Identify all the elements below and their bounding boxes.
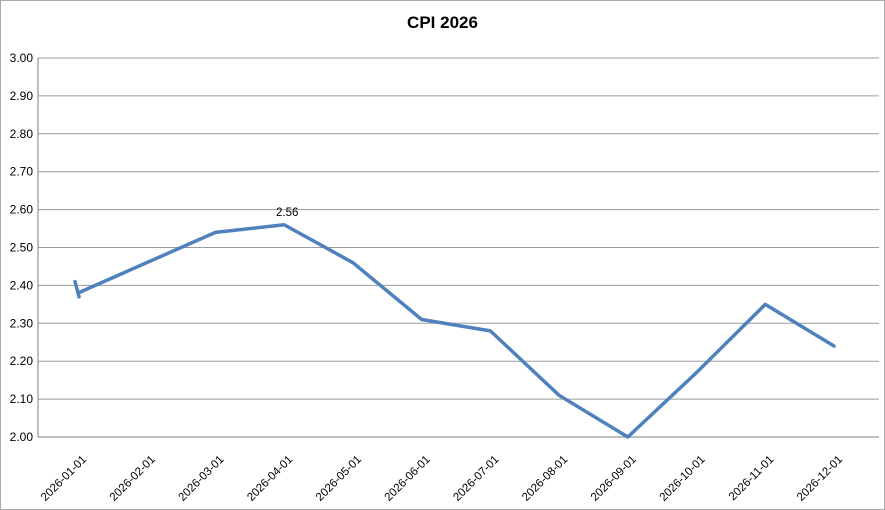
y-axis-tick-label: 2.60 [10,203,34,217]
x-axis-tick-label: 2026-09-01 [589,454,639,504]
y-axis-tick-label: 2.00 [10,430,34,444]
y-axis-tick-label: 2.40 [10,278,34,292]
y-axis-tick-label: 2.80 [10,127,34,141]
x-axis-tick-label: 2026-05-01 [314,454,364,504]
y-axis-tick-label: 2.70 [10,165,34,179]
x-axis-tick-label: 2026-01-01 [39,454,89,504]
x-axis-tick-label: 2026-04-01 [245,454,295,504]
x-axis-tick-label: 2026-12-01 [795,454,845,504]
y-axis-tick-label: 2.30 [10,316,34,330]
x-axis-tick-label: 2026-06-01 [383,454,433,504]
x-axis-tick-label: 2026-02-01 [108,454,158,504]
x-axis-tick-label: 2026-08-01 [520,454,570,504]
y-axis-tick-label: 2.90 [10,89,34,103]
x-axis-tick-label: 2026-10-01 [658,454,708,504]
x-axis-tick-label: 2026-11-01 [727,454,776,503]
y-axis-tick-label: 2.10 [10,392,34,406]
data-point-label: 2.56 [276,207,298,219]
y-axis-tick-label: 3.00 [10,51,34,65]
x-axis-tick-label: 2026-07-01 [451,454,501,504]
chart-title: CPI 2026 [407,13,478,32]
y-axis-tick-label: 2.20 [10,354,34,368]
y-axis-tick-label: 2.50 [10,241,34,255]
series-line [76,223,836,439]
x-axis-tick-label: 2026-03-01 [176,454,226,504]
